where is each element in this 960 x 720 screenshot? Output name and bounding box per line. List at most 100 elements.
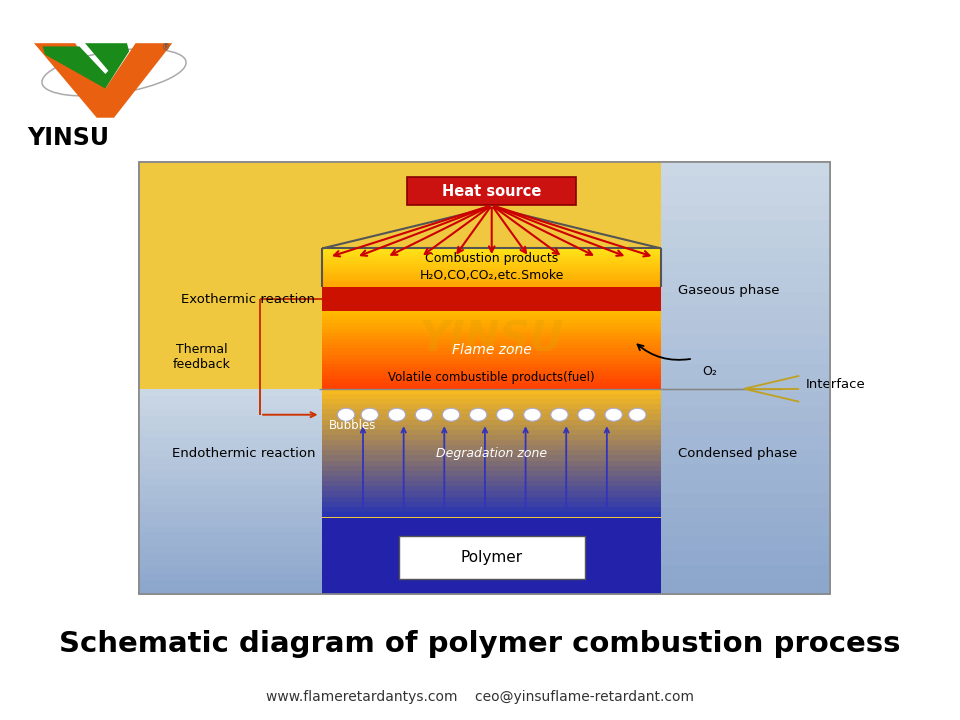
Bar — [323, 502, 661, 507]
Text: Interface: Interface — [806, 378, 866, 391]
Bar — [323, 336, 661, 339]
Bar — [323, 379, 661, 382]
Bar — [323, 330, 661, 333]
Circle shape — [337, 408, 354, 421]
Bar — [323, 425, 661, 430]
Bar — [661, 551, 830, 565]
Bar — [661, 191, 830, 205]
Bar — [323, 386, 661, 389]
Bar — [323, 370, 661, 373]
Bar — [661, 292, 830, 306]
Bar — [323, 358, 661, 361]
Bar — [139, 567, 323, 573]
Bar — [139, 518, 323, 526]
Bar — [323, 282, 661, 284]
Text: Thermal
feedback: Thermal feedback — [173, 343, 230, 371]
Bar — [139, 430, 323, 436]
Bar — [323, 261, 661, 264]
Bar — [139, 409, 323, 416]
Bar — [323, 342, 661, 346]
Bar — [661, 349, 830, 364]
Bar — [323, 471, 661, 476]
Bar — [323, 399, 661, 404]
Bar — [323, 348, 661, 351]
Bar — [323, 456, 661, 461]
Bar — [139, 162, 830, 594]
Bar — [661, 493, 830, 508]
Bar — [323, 284, 661, 287]
Bar — [323, 266, 661, 269]
Bar — [661, 421, 830, 436]
Circle shape — [443, 408, 460, 421]
Bar — [323, 351, 661, 354]
Bar — [323, 346, 661, 348]
Bar — [139, 471, 323, 478]
Text: Heat source: Heat source — [442, 184, 541, 199]
Bar — [661, 277, 830, 292]
Bar — [323, 420, 661, 425]
Bar — [323, 451, 661, 456]
Bar — [661, 220, 830, 234]
Text: YINSU: YINSU — [420, 318, 564, 360]
Bar — [661, 335, 830, 349]
Bar — [139, 512, 323, 518]
Circle shape — [524, 408, 541, 421]
Bar — [323, 382, 661, 386]
Bar — [323, 162, 661, 248]
Bar — [139, 526, 323, 533]
Polygon shape — [43, 43, 129, 89]
Bar — [323, 486, 661, 491]
Bar — [323, 466, 661, 471]
Bar — [323, 361, 661, 364]
Circle shape — [551, 408, 568, 421]
Circle shape — [416, 408, 433, 421]
Bar — [323, 476, 661, 481]
Bar — [323, 404, 661, 409]
Bar — [323, 251, 661, 253]
Bar — [661, 522, 830, 536]
Text: O₂: O₂ — [703, 365, 717, 378]
Bar — [323, 320, 661, 323]
Bar — [661, 392, 830, 407]
Bar — [661, 450, 830, 464]
Bar — [139, 505, 323, 512]
Bar — [661, 234, 830, 248]
Bar — [323, 497, 661, 502]
Bar — [139, 464, 323, 471]
Bar — [139, 580, 323, 588]
Bar — [323, 364, 661, 367]
Bar — [661, 536, 830, 551]
Bar — [323, 279, 661, 282]
FancyBboxPatch shape — [398, 536, 585, 579]
Bar — [661, 364, 830, 378]
Bar — [323, 277, 661, 279]
Bar — [139, 396, 323, 402]
Bar — [661, 205, 830, 220]
Bar — [139, 546, 323, 553]
Bar — [661, 508, 830, 522]
Text: Gaseous phase: Gaseous phase — [679, 284, 780, 297]
Bar — [661, 162, 830, 176]
Bar — [323, 318, 661, 320]
Circle shape — [388, 408, 405, 421]
Bar — [139, 485, 323, 491]
Text: ®: ® — [161, 43, 170, 53]
Bar — [323, 323, 661, 327]
Bar — [323, 274, 661, 277]
Bar — [323, 258, 661, 261]
Bar — [661, 176, 830, 191]
Bar — [139, 573, 323, 580]
Bar — [323, 512, 661, 517]
Bar — [323, 481, 661, 486]
Text: Combustion products
H₂O,CO,CO₂,etc.Smoke: Combustion products H₂O,CO,CO₂,etc.Smoke — [420, 252, 564, 282]
Bar — [139, 560, 323, 567]
Text: Condensed phase: Condensed phase — [679, 447, 798, 460]
Bar — [323, 507, 661, 512]
Bar — [661, 580, 830, 594]
Bar — [661, 306, 830, 320]
Text: YINSU: YINSU — [28, 126, 109, 150]
Bar — [323, 415, 661, 420]
Bar — [139, 436, 323, 444]
Circle shape — [361, 408, 378, 421]
Text: Volatile combustible products(fuel): Volatile combustible products(fuel) — [389, 371, 595, 384]
